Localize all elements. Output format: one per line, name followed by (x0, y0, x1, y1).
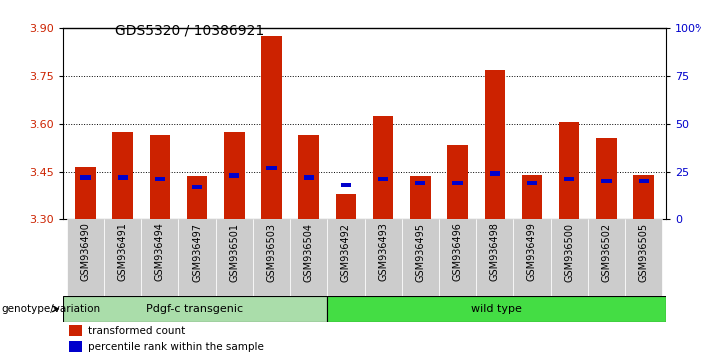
Bar (261, 36, 282, 219)
Bar (192, 185, 202, 189)
Bar (290, 219, 327, 296)
Text: percentile rank within the sample: percentile rank within the sample (88, 342, 264, 352)
Bar (266, 166, 277, 170)
Bar (341, 183, 351, 187)
Text: GSM936493: GSM936493 (378, 223, 388, 281)
Text: GSM936490: GSM936490 (81, 223, 90, 281)
Text: GSM936494: GSM936494 (155, 223, 165, 281)
Bar (522, 175, 542, 219)
Bar (253, 219, 290, 296)
Bar (69, 341, 83, 353)
Bar (216, 219, 253, 296)
Text: GDS5320 / 10386921: GDS5320 / 10386921 (115, 23, 264, 37)
Text: GSM936497: GSM936497 (192, 223, 202, 281)
Text: GSM936495: GSM936495 (415, 223, 426, 281)
Bar (224, 132, 245, 219)
Bar (490, 171, 500, 176)
Bar (229, 173, 239, 178)
Text: genotype/variation: genotype/variation (1, 304, 100, 314)
Bar (327, 219, 365, 296)
Bar (601, 179, 611, 183)
Bar (476, 219, 513, 296)
Text: GSM936496: GSM936496 (453, 223, 463, 281)
Bar (439, 219, 476, 296)
Bar (415, 181, 426, 185)
Bar (69, 325, 83, 336)
Bar (179, 219, 216, 296)
Text: GSM936501: GSM936501 (229, 223, 239, 281)
Bar (378, 177, 388, 182)
Bar (299, 135, 319, 219)
Bar (559, 122, 580, 219)
Text: wild type: wild type (471, 304, 522, 314)
Bar (550, 219, 588, 296)
Bar (402, 219, 439, 296)
Bar (447, 144, 468, 219)
Bar (639, 179, 648, 183)
Text: GSM936499: GSM936499 (527, 223, 537, 281)
Bar (410, 176, 430, 219)
Bar (564, 177, 574, 182)
Bar (67, 219, 104, 296)
Bar (118, 175, 128, 179)
Bar (484, 70, 505, 219)
Bar (336, 194, 356, 219)
Bar (149, 135, 170, 219)
Text: GSM936498: GSM936498 (490, 223, 500, 281)
Text: Pdgf-c transgenic: Pdgf-c transgenic (147, 304, 243, 314)
Bar (155, 177, 165, 182)
Bar (187, 176, 207, 219)
Bar (373, 116, 393, 219)
Text: GSM936503: GSM936503 (266, 223, 276, 281)
Bar (596, 138, 617, 219)
Bar (634, 175, 654, 219)
Text: GSM936502: GSM936502 (601, 223, 611, 282)
Text: GSM936504: GSM936504 (304, 223, 314, 281)
Bar (112, 132, 133, 219)
Bar (75, 167, 95, 219)
Bar (527, 181, 537, 185)
Text: GSM936492: GSM936492 (341, 223, 351, 281)
Bar (104, 219, 141, 296)
Bar (588, 219, 625, 296)
Bar (141, 219, 179, 296)
Bar (63, 296, 327, 322)
Text: transformed count: transformed count (88, 326, 186, 336)
Bar (365, 219, 402, 296)
Text: GSM936505: GSM936505 (639, 223, 648, 282)
Text: GSM936500: GSM936500 (564, 223, 574, 281)
Bar (452, 181, 463, 185)
Bar (513, 219, 550, 296)
Bar (304, 175, 314, 179)
Bar (81, 175, 90, 179)
Bar (625, 219, 662, 296)
Bar (327, 296, 666, 322)
Text: GSM936491: GSM936491 (118, 223, 128, 281)
